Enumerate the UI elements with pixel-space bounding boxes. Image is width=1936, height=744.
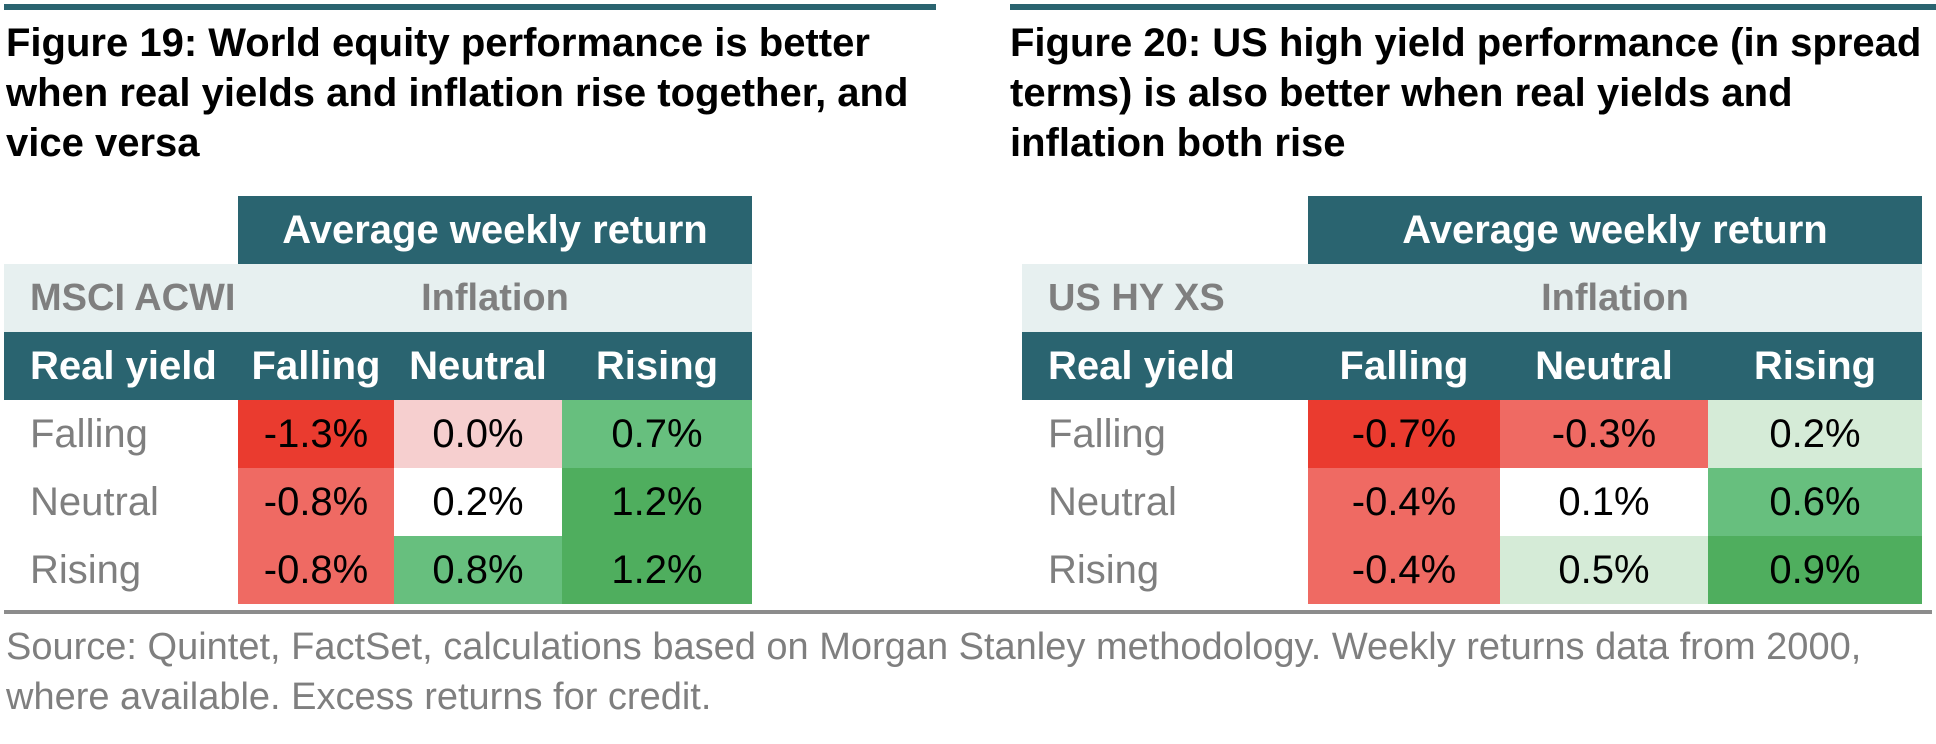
heatmap-cell: 0.8% bbox=[394, 536, 562, 604]
figure-20-top-rule bbox=[1010, 4, 1936, 10]
heatmap-cell: -0.4% bbox=[1308, 468, 1500, 536]
heatmap-cell: -0.4% bbox=[1308, 536, 1500, 604]
col-header-rising: Rising bbox=[1708, 332, 1922, 400]
bottom-rule bbox=[4, 610, 1932, 614]
heatmap-cell: 0.2% bbox=[394, 468, 562, 536]
real-yield-header: Real yield bbox=[1022, 332, 1308, 400]
figure-19-top-rule bbox=[4, 4, 936, 10]
heatmap-cell: 0.0% bbox=[394, 400, 562, 468]
row-label-rising: Rising bbox=[1022, 536, 1308, 604]
table-row: Falling -0.7% -0.3% 0.2% bbox=[1022, 400, 1922, 468]
average-weekly-return-header: Average weekly return bbox=[1308, 196, 1922, 264]
heatmap-cell: 0.7% bbox=[562, 400, 752, 468]
heatmap-cell: -0.7% bbox=[1308, 400, 1500, 468]
heatmap-cell: 0.5% bbox=[1500, 536, 1708, 604]
index-label: MSCI ACWI bbox=[4, 264, 238, 332]
table-row: Neutral -0.8% 0.2% 1.2% bbox=[4, 468, 752, 536]
inflation-group-label: Inflation bbox=[238, 264, 752, 332]
heatmap-cell: -1.3% bbox=[238, 400, 394, 468]
heatmap-cell: 1.2% bbox=[562, 536, 752, 604]
row-label-falling: Falling bbox=[4, 400, 238, 468]
col-header-neutral: Neutral bbox=[394, 332, 562, 400]
figure-20-title: Figure 20: US high yield performance (in… bbox=[1010, 21, 1922, 165]
row-label-falling: Falling bbox=[1022, 400, 1308, 468]
table-row: Falling -1.3% 0.0% 0.7% bbox=[4, 400, 752, 468]
heatmap-cell: 0.6% bbox=[1708, 468, 1922, 536]
real-yield-header: Real yield bbox=[4, 332, 238, 400]
row-label-neutral: Neutral bbox=[1022, 468, 1308, 536]
heatmap-cell: -0.8% bbox=[238, 468, 394, 536]
heatmap-cell: -0.3% bbox=[1500, 400, 1708, 468]
col-header-falling: Falling bbox=[1308, 332, 1500, 400]
col-header-falling: Falling bbox=[238, 332, 394, 400]
inflation-group-label: Inflation bbox=[1308, 264, 1922, 332]
heatmap-cell: 0.1% bbox=[1500, 468, 1708, 536]
heatmap-cell: -0.8% bbox=[238, 536, 394, 604]
heatmap-cell: 1.2% bbox=[562, 468, 752, 536]
header-blank-cell bbox=[4, 196, 238, 264]
figure-19-title: Figure 19: World equity performance is b… bbox=[6, 21, 909, 165]
source-note: Source: Quintet, FactSet, calculations b… bbox=[6, 626, 1862, 718]
heatmap-cell: 0.9% bbox=[1708, 536, 1922, 604]
table-row: Rising -0.4% 0.5% 0.9% bbox=[1022, 536, 1922, 604]
figure-20-table: Average weekly return US HY XS Inflation… bbox=[1022, 196, 1922, 604]
col-header-rising: Rising bbox=[562, 332, 752, 400]
header-blank-cell bbox=[1022, 196, 1308, 264]
row-label-neutral: Neutral bbox=[4, 468, 238, 536]
index-label: US HY XS bbox=[1022, 264, 1308, 332]
figure-19-table: Average weekly return MSCI ACWI Inflatio… bbox=[4, 196, 752, 604]
heatmap-cell: 0.2% bbox=[1708, 400, 1922, 468]
table-row: Neutral -0.4% 0.1% 0.6% bbox=[1022, 468, 1922, 536]
table-row: Rising -0.8% 0.8% 1.2% bbox=[4, 536, 752, 604]
average-weekly-return-header: Average weekly return bbox=[238, 196, 752, 264]
row-label-rising: Rising bbox=[4, 536, 238, 604]
col-header-neutral: Neutral bbox=[1500, 332, 1708, 400]
